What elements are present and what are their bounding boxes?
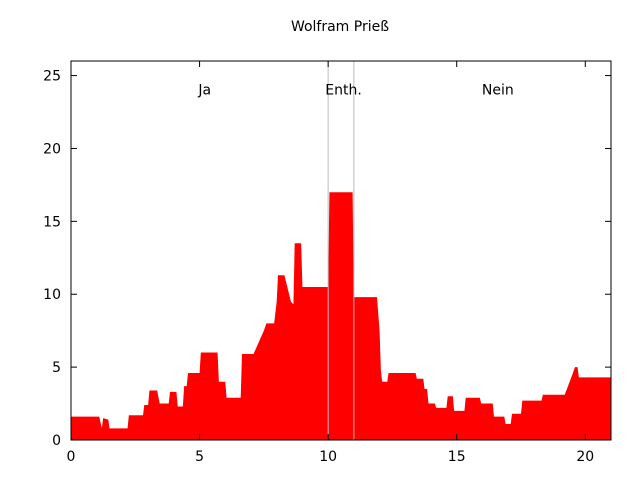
x-tick-label: 15	[448, 449, 466, 465]
x-tick-label: 0	[67, 449, 76, 465]
area-series	[71, 192, 611, 440]
y-tick-label: 15	[43, 214, 61, 230]
x-tick-label: 5	[195, 449, 204, 465]
y-tick-label: 10	[43, 287, 61, 303]
region-label: Enth.	[325, 83, 362, 99]
region-labels: Ja Enth. Nein	[197, 83, 513, 99]
area-series-0	[71, 192, 611, 440]
axis-ticks: 0 5 10 15 20 0 5 10 15 20 25	[43, 61, 611, 465]
y-tick-label: 25	[43, 69, 61, 85]
y-tick-label: 5	[52, 360, 61, 376]
x-tick-label: 20	[576, 449, 594, 465]
region-label: Nein	[482, 83, 514, 99]
x-tick-label: 10	[319, 449, 337, 465]
region-label: Ja	[197, 83, 211, 99]
chart-title: Wolfram Prieß	[291, 19, 389, 35]
plot-frame	[70, 60, 612, 441]
y-tick-label: 20	[43, 141, 61, 157]
region-dividers	[327, 61, 355, 440]
y-tick-label: 0	[52, 433, 61, 449]
